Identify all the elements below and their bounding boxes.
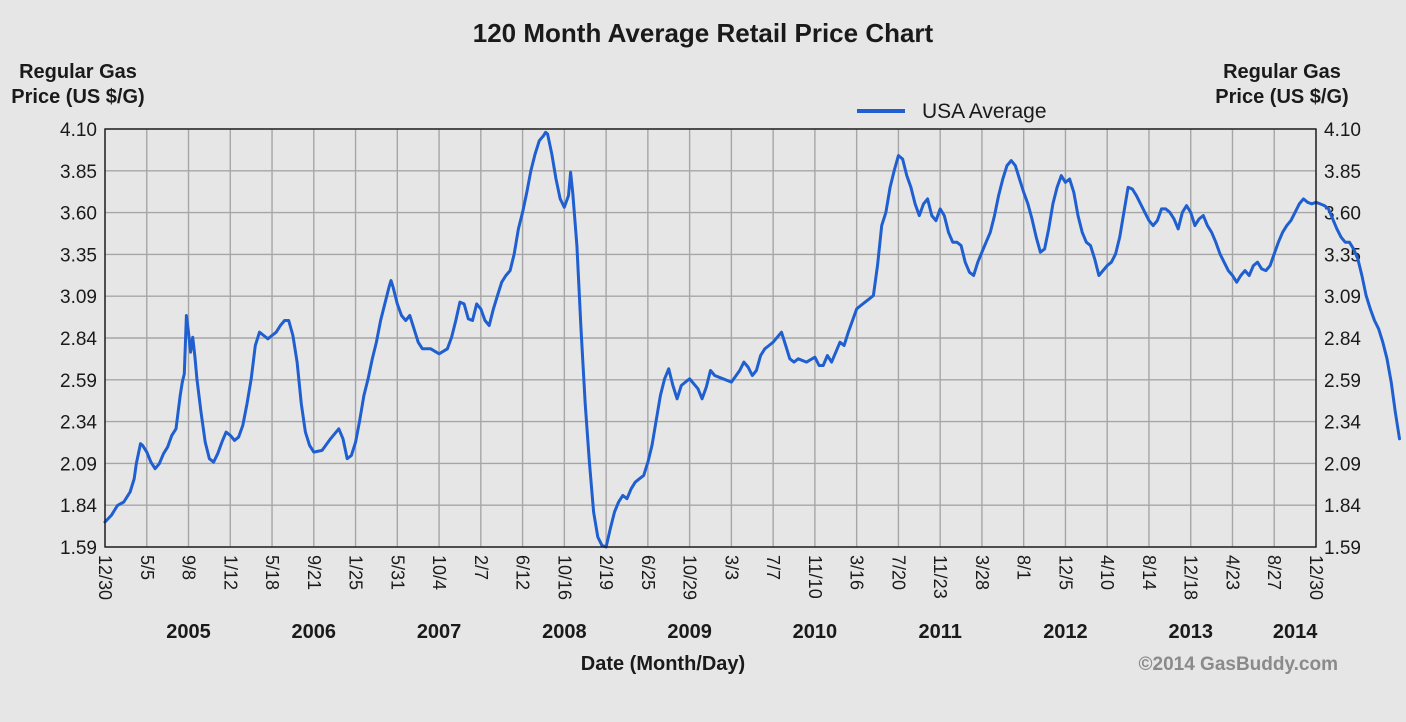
x-tick-label: 10/29 xyxy=(680,555,700,600)
y-tick-label-left: 3.35 xyxy=(60,245,97,266)
right-axis-title-line2: Price (US $/G) xyxy=(1215,86,1348,108)
right-axis-title-line1: Regular Gas xyxy=(1223,61,1341,83)
series-line-usa-average xyxy=(103,130,1401,549)
y-tick-label-left: 2.59 xyxy=(60,371,97,392)
x-tick-label: 3/3 xyxy=(721,555,741,580)
x-tick-label: 2/7 xyxy=(471,555,491,580)
plot-frame xyxy=(104,128,1317,548)
year-label: 2006 xyxy=(292,621,337,643)
year-label: 2008 xyxy=(542,621,587,643)
chart-title: 120 Month Average Retail Price Chart xyxy=(473,18,934,48)
x-tick-label: 6/12 xyxy=(513,555,533,590)
year-label: 2010 xyxy=(793,621,838,643)
x-tick-label: 8/27 xyxy=(1264,555,1284,590)
x-tick-label: 10/4 xyxy=(429,555,449,590)
x-tick-label: 5/31 xyxy=(387,555,407,590)
x-tick-label: 3/28 xyxy=(972,555,992,590)
year-label: 2012 xyxy=(1043,621,1088,643)
y-tick-label-right: 2.59 xyxy=(1324,371,1361,392)
y-tick-label-left: 1.59 xyxy=(60,538,97,559)
y-tick-label-right: 3.85 xyxy=(1324,162,1361,183)
y-tick-label-right: 2.84 xyxy=(1324,329,1361,350)
y-tick-label-right: 2.34 xyxy=(1324,413,1361,434)
x-tick-label: 7/7 xyxy=(763,555,783,580)
x-tick-label: 2/19 xyxy=(596,555,616,590)
x-tick-label: 9/8 xyxy=(179,555,199,580)
x-tick-label: 11/23 xyxy=(930,555,950,599)
x-tick-label: 4/23 xyxy=(1222,555,1242,590)
x-axis-title: Date (Month/Day) xyxy=(581,653,745,675)
y-tick-label-left: 2.84 xyxy=(60,329,97,350)
year-label: 2005 xyxy=(166,621,211,643)
y-tick-label-left: 2.09 xyxy=(60,454,97,475)
left-axis-title-line2: Price (US $/G) xyxy=(11,86,144,108)
y-tick-label-right: 3.35 xyxy=(1324,245,1361,266)
x-tick-label: 12/30 xyxy=(1306,555,1326,600)
x-tick-label: 8/1 xyxy=(1014,555,1034,580)
x-tick-label: 11/10 xyxy=(805,555,825,599)
y-tick-label-left: 4.10 xyxy=(60,120,97,141)
y-axis-left: 1.59 1.84 2.09 2.34 2.59 2.84 3.09 3.35 3.60 3.85… xyxy=(60,120,97,559)
y-tick-label-left: 1.84 xyxy=(60,496,97,517)
copyright: ©2014 GasBuddy.com xyxy=(1139,654,1339,675)
y-tick-label-right: 4.10 xyxy=(1324,120,1361,141)
legend: USA Average xyxy=(857,100,1047,123)
x-tick-label: 9/21 xyxy=(304,555,324,590)
x-tick-label: 12/30 xyxy=(95,555,115,600)
y-tick-label-right: 3.09 xyxy=(1324,287,1361,308)
x-tick-label: 6/25 xyxy=(638,555,658,590)
x-tick-label: 5/5 xyxy=(137,555,157,580)
y-tick-label-right: 1.59 xyxy=(1324,538,1361,559)
y-tick-label-left: 3.60 xyxy=(60,204,97,225)
year-label: 2007 xyxy=(417,621,462,643)
x-tick-label: 3/16 xyxy=(847,555,867,590)
y-tick-label-right: 2.09 xyxy=(1324,454,1361,475)
x-tick-label: 7/20 xyxy=(888,555,908,590)
year-label: 2014 xyxy=(1273,621,1318,643)
y-tick-label-right: 1.84 xyxy=(1324,496,1361,517)
x-tick-label: 12/18 xyxy=(1181,555,1201,600)
year-label: 2011 xyxy=(918,621,961,643)
y-axis-right: 1.591.842.092.342.592.843.093.353.603.85… xyxy=(1324,120,1361,559)
year-label: 2013 xyxy=(1168,621,1213,643)
y-tick-label-left: 3.85 xyxy=(60,162,97,183)
x-tick-label: 12/5 xyxy=(1055,555,1075,590)
x-tick-label: 5/18 xyxy=(262,555,282,590)
y-tick-label-left: 2.34 xyxy=(60,413,97,434)
year-label: 2009 xyxy=(667,621,712,643)
x-tick-label: 1/12 xyxy=(220,555,240,590)
x-tick-label: 1/25 xyxy=(346,555,366,590)
left-axis-title-line1: Regular Gas xyxy=(19,61,137,83)
x-axis: 12/30 5/5 9/8 1/12 5/18 9/21 1/25 5/31 10/4 2/7 6/… xyxy=(95,555,1326,600)
x-tick-label: 4/10 xyxy=(1097,555,1117,590)
x-tick-label: 10/16 xyxy=(554,555,574,600)
y-tick-label-left: 3.09 xyxy=(60,287,97,308)
legend-label: USA Average xyxy=(922,100,1047,123)
x-tick-label: 8/14 xyxy=(1139,555,1159,590)
year-labels: 2005 2006 2007 2008 2009 2010 2011 2012 2013 2014 xyxy=(166,621,1318,643)
